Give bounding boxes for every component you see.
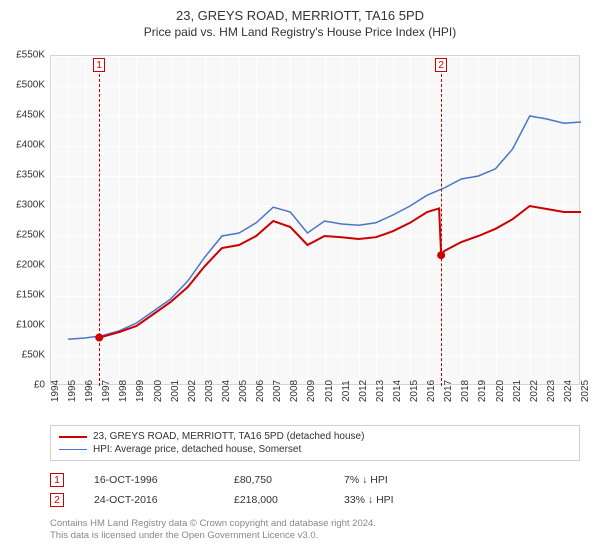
sale-marker-vline [441,74,442,386]
xtick-label: 2006 [255,380,266,402]
chart-svg [51,56,581,386]
xtick-label: 2002 [187,380,198,402]
ytick-label: £50K [0,350,45,361]
xtick-label: 1997 [101,380,112,402]
xtick-label: 2004 [221,380,232,402]
xtick-label: 2000 [153,380,164,402]
sale-price: £80,750 [234,474,314,486]
legend-label-2: HPI: Average price, detached house, Some… [93,444,301,455]
xtick-label: 2010 [324,380,335,402]
xtick-label: 2020 [495,380,506,402]
xtick-label: 1995 [67,380,78,402]
ytick-label: £550K [0,50,45,61]
legend: 23, GREYS ROAD, MERRIOTT, TA16 5PD (deta… [50,425,580,461]
gridline-v [581,56,582,384]
ytick-label: £400K [0,140,45,151]
xtick-label: 2007 [272,380,283,402]
chart-subtitle: Price paid vs. HM Land Registry's House … [0,23,600,47]
series-line [99,206,581,338]
sale-marker-number: 1 [93,58,105,72]
sale-date: 24-OCT-2016 [94,494,204,506]
xtick-label: 1998 [118,380,129,402]
chart-container: 23, GREYS ROAD, MERRIOTT, TA16 5PD Price… [0,0,600,560]
footer-line-1: Contains HM Land Registry data © Crown c… [50,518,580,530]
sale-data-table: 1 16-OCT-1996 £80,750 7% ↓ HPI 2 24-OCT-2016 £… [50,470,580,510]
xtick-label: 2019 [477,380,488,402]
xtick-label: 2022 [529,380,540,402]
ytick-label: £100K [0,320,45,331]
xtick-label: 2024 [563,380,574,402]
xtick-label: 2017 [443,380,454,402]
legend-swatch-1 [59,436,87,438]
sale-price: £218,000 [234,494,314,506]
sale-row-marker: 1 [50,473,64,487]
legend-row-1: 23, GREYS ROAD, MERRIOTT, TA16 5PD (deta… [59,430,571,443]
xtick-label: 2011 [341,380,352,402]
sale-date: 16-OCT-1996 [94,474,204,486]
sale-marker-number: 2 [435,58,447,72]
ytick-label: £0 [0,380,45,391]
xtick-label: 1994 [50,380,61,402]
ytick-label: £450K [0,110,45,121]
plot-area: 12 [50,55,580,385]
xtick-label: 1996 [84,380,95,402]
series-line [68,116,581,339]
sale-row-marker: 2 [50,493,64,507]
xtick-label: 1999 [135,380,146,402]
sale-pct-vs-hpi: 7% ↓ HPI [344,474,434,486]
sale-row: 1 16-OCT-1996 £80,750 7% ↓ HPI [50,470,580,490]
xtick-label: 2008 [289,380,300,402]
ytick-label: £150K [0,290,45,301]
footer-note: Contains HM Land Registry data © Crown c… [50,518,580,543]
sale-row: 2 24-OCT-2016 £218,000 33% ↓ HPI [50,490,580,510]
ytick-label: £500K [0,80,45,91]
xtick-label: 2001 [170,380,181,402]
xtick-label: 2003 [204,380,215,402]
xtick-label: 2013 [375,380,386,402]
xtick-label: 2018 [460,380,471,402]
footer-line-2: This data is licensed under the Open Gov… [50,530,580,542]
ytick-label: £200K [0,260,45,271]
xtick-label: 2021 [512,380,523,402]
xtick-label: 2009 [306,380,317,402]
sale-marker-vline [99,74,100,386]
xtick-label: 2014 [392,380,403,402]
xtick-label: 2015 [409,380,420,402]
xtick-label: 2023 [546,380,557,402]
ytick-label: £300K [0,200,45,211]
xtick-label: 2012 [358,380,369,402]
legend-swatch-2 [59,449,87,450]
legend-label-1: 23, GREYS ROAD, MERRIOTT, TA16 5PD (deta… [93,431,364,442]
xtick-label: 2016 [426,380,437,402]
xtick-label: 2025 [580,380,591,402]
xtick-label: 2005 [238,380,249,402]
ytick-label: £250K [0,230,45,241]
chart-title: 23, GREYS ROAD, MERRIOTT, TA16 5PD [0,0,600,23]
legend-row-2: HPI: Average price, detached house, Some… [59,443,571,456]
ytick-label: £350K [0,170,45,181]
sale-pct-vs-hpi: 33% ↓ HPI [344,494,434,506]
